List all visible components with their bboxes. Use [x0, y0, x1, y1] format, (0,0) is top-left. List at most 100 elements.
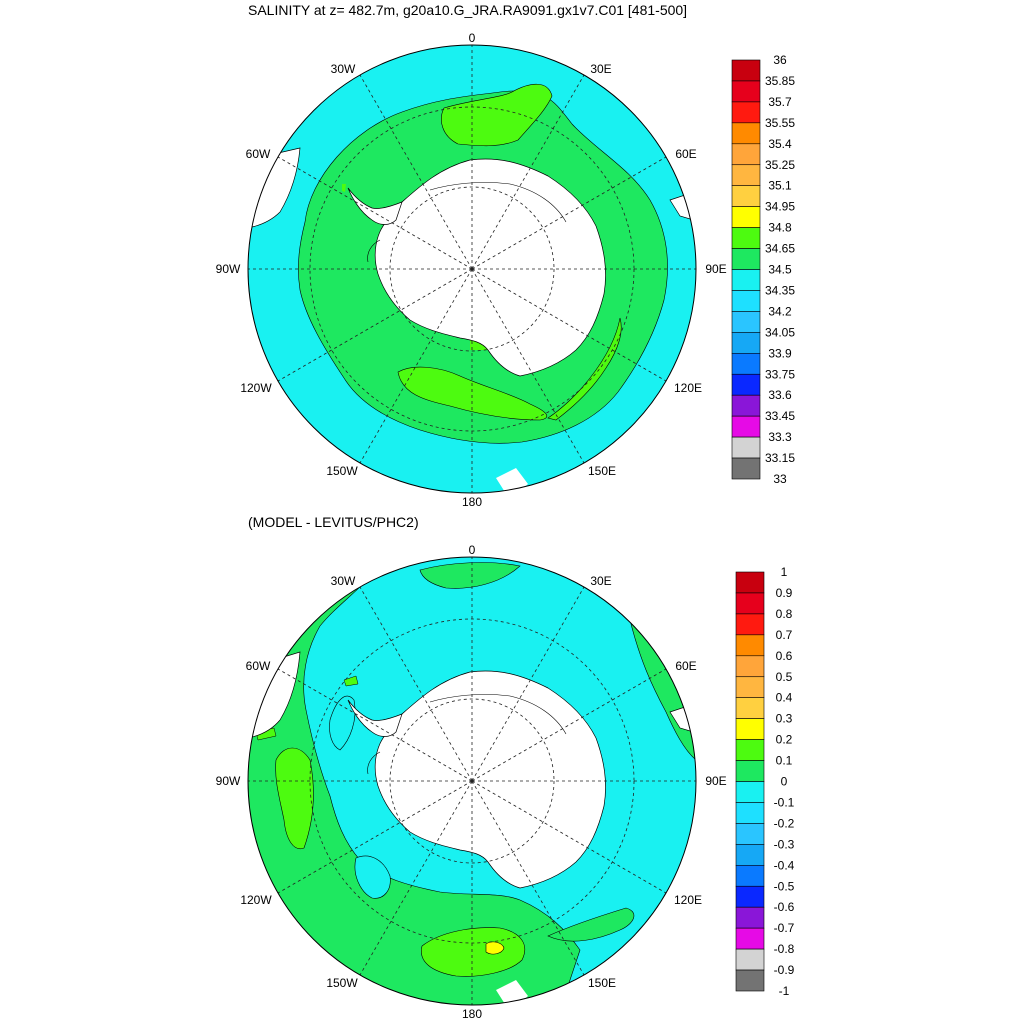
lon-label-90w: 90W	[216, 774, 241, 788]
salinity-field	[248, 45, 696, 493]
colorbar-swatch	[731, 248, 761, 270]
bottom-map-title: (MODEL - LEVITUS/PHC2)	[248, 514, 419, 530]
colorbar-swatch	[735, 781, 765, 803]
coastline-detail	[367, 182, 567, 263]
colorbar-swatch	[731, 164, 761, 187]
graticule-top	[248, 45, 696, 493]
colorbar-tick-label: 0.9	[776, 586, 793, 600]
colorbar-swatch	[735, 885, 765, 908]
lon-label-150w: 150W	[326, 464, 358, 478]
colorbar-swatch	[735, 927, 765, 950]
lon-label-150w: 150W	[326, 976, 358, 990]
colorbar-swatch	[735, 823, 765, 845]
lon-label-90w: 90W	[216, 262, 241, 276]
colorbar-tick-label: 34.8	[768, 221, 792, 235]
lon-label-30w: 30W	[331, 62, 356, 76]
land-antarctic-peninsula	[347, 187, 403, 225]
colorbar-tick-label: -0.8	[774, 942, 795, 956]
colorbar-tick-label: 0.7	[776, 628, 793, 642]
colorbar-tick-label: -0.3	[774, 837, 795, 851]
difference-field	[248, 557, 696, 1005]
longitude-labels-top: 0 30E 60E 90E 120E 150E 180 150W 120W 90…	[216, 31, 727, 509]
difference-yellow-spot	[485, 941, 505, 955]
colorbar-swatch	[735, 969, 765, 992]
difference-green-north	[419, 562, 521, 589]
colorbar-top: 36 35.85 35.7 35.55 35.4 35.25 35.1 34.95 34.8 34…	[731, 53, 795, 486]
colorbar-tick-label: 0.4	[776, 691, 793, 705]
lon-label-150e: 150E	[588, 976, 616, 990]
colorbar-tick-label: 35.7	[768, 95, 792, 109]
land-antarctica-bottom	[374, 670, 606, 889]
difference-map: 0 30E 60E 90E 120E 150E 180 150W 120W 90…	[216, 543, 795, 1021]
colorbar-tick-label: 35.25	[765, 158, 795, 172]
top-map-title: SALINITY at z= 482.7m, g20a10.G_JRA.RA90…	[248, 2, 688, 18]
colorbar-swatch	[731, 290, 761, 312]
colorbar-swatch	[731, 206, 761, 228]
colorbar-swatch	[731, 394, 761, 417]
colorbar-swatch	[731, 143, 761, 166]
colorbar-tick-label: -0.9	[774, 963, 795, 977]
colorbar-tick-label: 35.1	[768, 179, 792, 193]
colorbar-tick-label: -0.5	[774, 879, 795, 893]
salinity-lime-patch-south	[397, 366, 548, 421]
difference-cyan-pocket-1	[354, 855, 391, 899]
map-border-bottom	[247, 556, 697, 1006]
difference-lime-spot-2	[343, 675, 359, 687]
lon-label-180: 180	[462, 495, 482, 509]
lon-label-30e: 30E	[590, 574, 611, 588]
colorbar-swatch	[731, 436, 761, 459]
colorbar-swatch	[731, 311, 761, 333]
colorbar-tick-label: -0.7	[774, 921, 795, 935]
colorbar-tick-label: 0	[781, 775, 788, 789]
colorbar-tick-label: 33.3	[768, 430, 792, 444]
colorbar-tick-label: 36	[773, 53, 787, 67]
colorbar-swatch	[731, 415, 761, 438]
difference-lime-patch-west	[275, 747, 314, 850]
lon-label-60w: 60W	[246, 659, 271, 673]
colorbar-swatch	[735, 760, 765, 782]
difference-green-southeast	[547, 907, 635, 942]
colorbar-tick-label: 0.6	[776, 649, 793, 663]
colorbar-swatch	[731, 80, 761, 103]
colorbar-swatch	[731, 101, 761, 124]
colorbar-swatch	[735, 739, 765, 761]
land-new-zealand-bottom	[496, 980, 528, 1005]
colorbar-swatch	[735, 948, 765, 971]
colorbar-tick-label: 0.8	[776, 607, 793, 621]
colorbar-tick-label: 0.1	[776, 754, 793, 768]
lon-label-180: 180	[462, 1007, 482, 1021]
colorbar-swatch	[735, 906, 765, 929]
colorbar-swatch	[735, 697, 765, 719]
colorbar-tick-label: 33.75	[765, 367, 795, 381]
salinity-lime-band-east	[547, 317, 622, 421]
colorbar-tick-label: -1	[779, 984, 790, 998]
difference-lime-patch-south	[421, 927, 526, 977]
colorbar-tick-label: 0.3	[776, 712, 793, 726]
lon-label-60e: 60E	[675, 147, 696, 161]
lon-label-120w: 120W	[240, 381, 272, 395]
land-antarctica	[374, 158, 606, 377]
colorbar-swatch	[735, 844, 765, 866]
map-border-top	[247, 44, 697, 494]
colorbar-tick-label: 35.85	[765, 74, 795, 88]
lon-label-30w: 30W	[331, 574, 356, 588]
colorbar-swatch	[735, 634, 765, 657]
colorbar-swatch	[735, 571, 765, 594]
colorbar-tick-label: 0.2	[776, 733, 793, 747]
colorbar-tick-label: 33.6	[768, 388, 792, 402]
colorbar-tick-label: 34.35	[765, 283, 795, 297]
colorbar-swatch	[731, 352, 761, 375]
colorbar-tick-label: 34.2	[768, 304, 792, 318]
colorbar-tick-label: 35.4	[768, 137, 792, 151]
salinity-lime-patch-north	[441, 83, 553, 147]
colorbar-tick-label: 34.05	[765, 325, 795, 339]
colorbar-swatch	[735, 802, 765, 824]
colorbar-tick-label: 34.95	[765, 200, 795, 214]
lon-label-60e: 60E	[675, 659, 696, 673]
longitude-labels-bottom: 0 30E 60E 90E 120E 150E 180 150W 120W 90…	[216, 543, 727, 1021]
colorbar-swatch	[731, 269, 761, 291]
difference-cyan-pocket-2	[329, 695, 356, 751]
lon-label-90e: 90E	[705, 774, 726, 788]
colorbar-swatch	[731, 373, 761, 396]
